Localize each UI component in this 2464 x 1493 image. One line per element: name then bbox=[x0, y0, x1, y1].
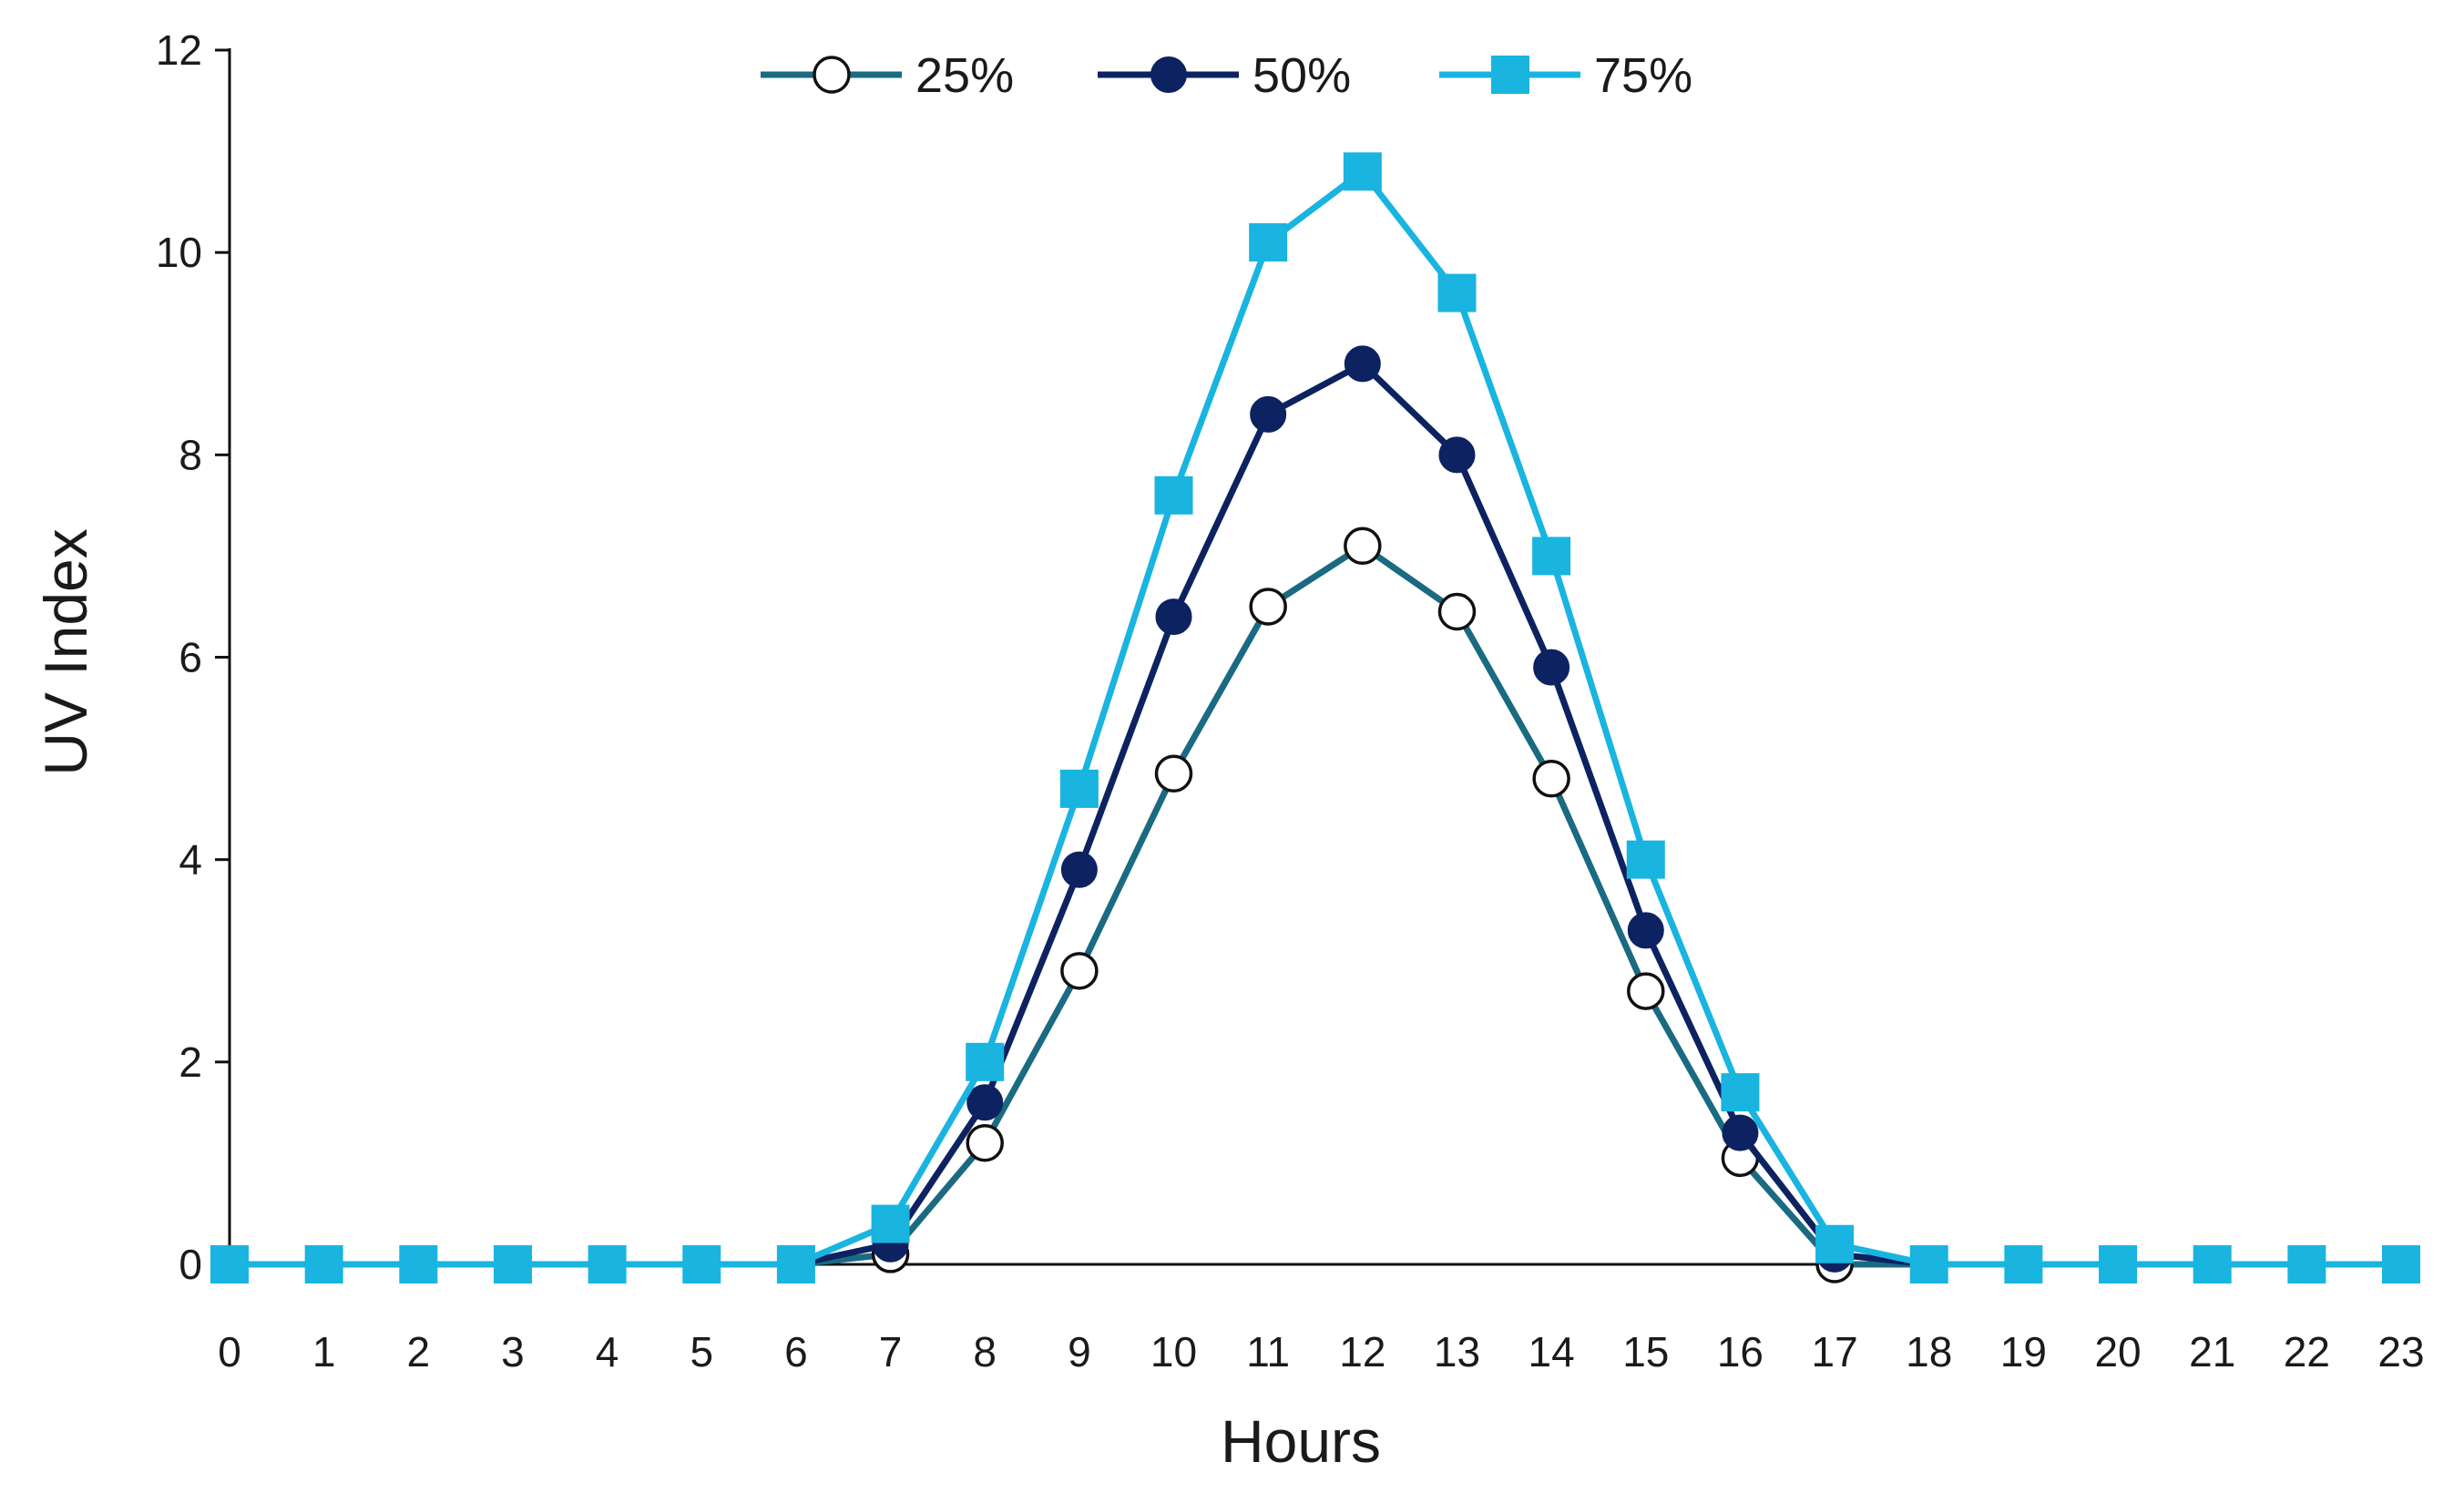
data-point bbox=[588, 1245, 627, 1283]
data-point bbox=[1249, 588, 1287, 626]
legend: 25% 50% 75% bbox=[761, 48, 1692, 103]
x-tick-label: 17 bbox=[1812, 1328, 1858, 1375]
legend-label: 50% bbox=[1252, 48, 1351, 103]
data-point bbox=[1154, 754, 1193, 793]
x-tick-label: 3 bbox=[501, 1328, 525, 1375]
x-tick-label: 13 bbox=[1434, 1328, 1480, 1375]
legend-marker bbox=[813, 56, 851, 94]
data-point bbox=[1721, 1073, 1760, 1112]
x-tick-label: 12 bbox=[1339, 1328, 1385, 1375]
data-point bbox=[1154, 476, 1193, 515]
data-point bbox=[1627, 972, 1665, 1010]
data-point bbox=[2004, 1245, 2043, 1283]
x-tick-label: 15 bbox=[1622, 1328, 1669, 1375]
y-tick-label: 12 bbox=[156, 26, 202, 74]
data-point bbox=[966, 1123, 1004, 1162]
x-tick-label: 7 bbox=[879, 1328, 903, 1375]
y-tick-label: 2 bbox=[179, 1038, 202, 1086]
legend-item: 75% bbox=[1439, 48, 1692, 103]
data-point bbox=[1060, 952, 1099, 990]
series-3 bbox=[210, 152, 2420, 1283]
data-point bbox=[1909, 1245, 1948, 1283]
legend-marker bbox=[1150, 56, 1187, 93]
x-tick-label: 20 bbox=[2094, 1328, 2141, 1375]
data-point bbox=[966, 1042, 1005, 1081]
y-tick-label: 0 bbox=[179, 1241, 202, 1288]
y-tick-label: 6 bbox=[179, 634, 202, 681]
data-point bbox=[1060, 851, 1098, 888]
x-tick-label: 8 bbox=[973, 1328, 997, 1375]
data-point bbox=[493, 1245, 532, 1283]
x-tick-label: 10 bbox=[1150, 1328, 1197, 1375]
data-point bbox=[1437, 592, 1477, 631]
data-point bbox=[1533, 649, 1570, 686]
legend-item: 25% bbox=[761, 48, 1014, 103]
series-1 bbox=[210, 527, 2420, 1283]
data-point bbox=[2382, 1245, 2420, 1283]
data-point bbox=[776, 1245, 815, 1283]
legend-label: 25% bbox=[915, 48, 1014, 103]
x-tick-label: 1 bbox=[312, 1328, 336, 1375]
data-point bbox=[1722, 1114, 1759, 1151]
series-line bbox=[230, 360, 2401, 1268]
data-point bbox=[2287, 1245, 2326, 1283]
data-point bbox=[1815, 1224, 1855, 1263]
x-axis-title: Hours bbox=[1221, 1407, 1381, 1475]
data-point bbox=[210, 1245, 249, 1283]
x-tick-label: 11 bbox=[1246, 1328, 1290, 1375]
data-point bbox=[1438, 436, 1476, 474]
data-point bbox=[1626, 840, 1665, 879]
data-point bbox=[1155, 598, 1192, 636]
legend-marker bbox=[1491, 56, 1529, 94]
data-point bbox=[682, 1245, 721, 1283]
series-layer bbox=[210, 152, 2420, 1283]
data-point bbox=[1249, 223, 1288, 262]
data-point bbox=[1532, 537, 1571, 576]
data-point bbox=[2099, 1245, 2138, 1283]
x-tick-label: 16 bbox=[1717, 1328, 1764, 1375]
x-tick-label: 18 bbox=[1906, 1328, 1952, 1375]
x-tick-label: 2 bbox=[407, 1328, 431, 1375]
y-tick-label: 10 bbox=[156, 229, 202, 276]
x-tick-label: 6 bbox=[784, 1328, 808, 1375]
series-line bbox=[230, 168, 2401, 1268]
y-tick-label: 4 bbox=[179, 836, 202, 884]
x-tick-label: 5 bbox=[690, 1328, 713, 1375]
data-point bbox=[1532, 760, 1570, 798]
y-tick-label: 8 bbox=[179, 431, 202, 478]
data-point bbox=[966, 1084, 1004, 1121]
legend-item: 50% bbox=[1098, 48, 1351, 103]
data-point bbox=[1250, 395, 1287, 433]
y-axis-title: UV Index bbox=[32, 528, 99, 775]
data-point bbox=[304, 1245, 343, 1283]
x-tick-label: 4 bbox=[596, 1328, 619, 1375]
x-tick-label: 22 bbox=[2284, 1328, 2330, 1375]
data-point bbox=[1627, 912, 1664, 949]
data-point bbox=[1344, 345, 1381, 383]
x-tick-label: 21 bbox=[2189, 1328, 2235, 1375]
series-line bbox=[230, 542, 2401, 1268]
data-point bbox=[1437, 273, 1477, 312]
data-point bbox=[1344, 527, 1382, 566]
x-tick-label: 23 bbox=[2377, 1328, 2424, 1375]
x-tick-label: 9 bbox=[1068, 1328, 1091, 1375]
x-tick-label: 14 bbox=[1528, 1328, 1575, 1375]
series-2 bbox=[211, 345, 2419, 1283]
data-point bbox=[871, 1204, 910, 1243]
data-point bbox=[1059, 769, 1099, 808]
x-tick-label: 19 bbox=[2000, 1328, 2047, 1375]
data-point bbox=[1343, 152, 1382, 191]
legend-label: 75% bbox=[1594, 48, 1692, 103]
data-point bbox=[399, 1245, 438, 1283]
x-tick-label: 0 bbox=[218, 1328, 241, 1375]
data-point bbox=[2193, 1245, 2232, 1283]
